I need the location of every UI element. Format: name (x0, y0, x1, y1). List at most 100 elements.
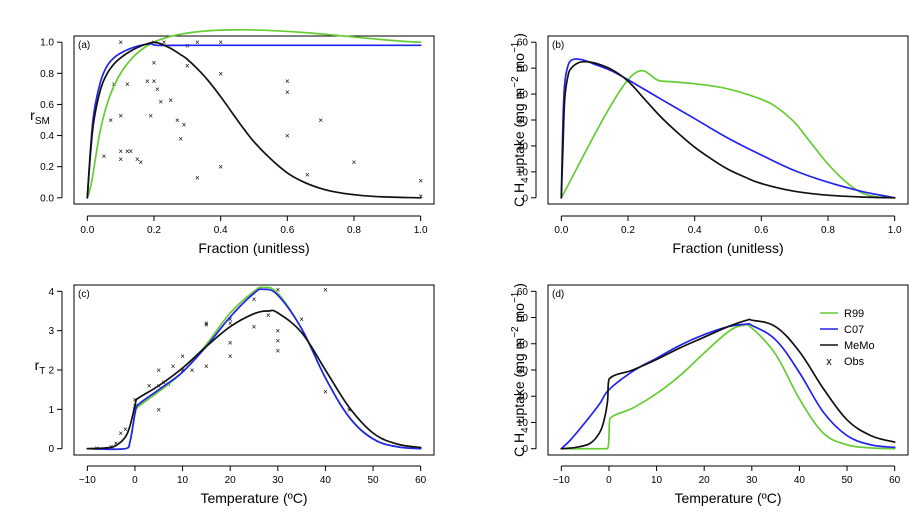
obs-point: × (285, 88, 290, 97)
y-tick-label: 50 (517, 313, 529, 324)
obs-point: × (158, 97, 163, 106)
x-axis-title: Fraction (unitless) (672, 240, 783, 256)
y-tick-label: 40 (517, 339, 529, 350)
obs-point: × (195, 174, 200, 183)
obs-point: × (118, 147, 123, 156)
y-tick-label: 0 (48, 444, 54, 455)
y-tick-label: 60 (517, 287, 529, 298)
x-tick-label: 50 (841, 475, 853, 486)
x-tick-label: 0 (606, 475, 612, 486)
obs-point: × (156, 405, 161, 414)
x-tick-label: −10 (79, 475, 96, 486)
y-tick-label: 30 (517, 116, 529, 127)
y-tick-label: 40 (517, 90, 529, 101)
x-axis-title: Temperature (ºC) (200, 490, 307, 506)
series-line-c07 (560, 58, 896, 199)
obs-point: × (135, 155, 140, 164)
x-tick-label: 0.2 (147, 225, 161, 236)
obs-point: × (168, 96, 173, 105)
obs-point: × (133, 396, 138, 405)
panel-label: (b) (552, 40, 564, 51)
obs-point: × (118, 38, 123, 47)
obs-point: × (118, 429, 123, 438)
obs-point: × (145, 77, 150, 86)
x-axis: −10 0 10 20 30 40 50 60 (553, 465, 901, 486)
panel-a: (a) 0.0 0.2 0.4 0.6 0.8 1.0 Fraction (unitless)… (30, 28, 435, 256)
y-axis: 0 1 2 3 4 (48, 287, 63, 455)
obs-point: × (323, 388, 328, 397)
series-line-c07 (86, 42, 422, 199)
obs-point: × (275, 346, 280, 355)
y-axis: 0.0 0.2 0.4 0.6 0.8 1.0 (40, 38, 63, 204)
obs-point: × (182, 121, 187, 130)
obs-point: × (418, 177, 423, 186)
obs-point: × (123, 425, 128, 434)
x-tick-label: 50 (367, 475, 379, 486)
legend-label-r99: R99 (844, 308, 864, 320)
x-axis-title: Fraction (unitless) (198, 240, 309, 256)
obs-point: × (114, 439, 119, 448)
y-axis-title: C H4 uptake (mg m−2 mo−1 ) (510, 33, 531, 207)
plot-frame (547, 284, 909, 456)
obs-point: × (118, 155, 123, 164)
panel-label: (d) (552, 289, 564, 300)
obs-point: × (204, 321, 209, 330)
y-tick-label: 0.8 (40, 69, 54, 80)
obs-point: × (305, 170, 310, 179)
y-tick-label: 30 (517, 366, 529, 377)
obs-point: × (228, 352, 233, 361)
obs-point: × (156, 366, 161, 375)
y-tick-label: 50 (517, 64, 529, 75)
x-axis: 0.0 0.2 0.4 0.6 0.8 1.0 (554, 215, 902, 236)
y-tick-label: 3 (48, 326, 54, 337)
obs-point: × (347, 405, 352, 414)
series-line-r99 (86, 286, 422, 451)
obs-point: × (418, 192, 423, 201)
y-tick-label: 10 (517, 167, 529, 178)
y-tick-label: 0.4 (40, 131, 54, 142)
x-tick-label: 0.4 (688, 225, 702, 236)
obs-point: × (285, 77, 290, 86)
y-tick-label: 4 (48, 287, 54, 298)
y-tick-label: 0.2 (40, 162, 54, 173)
obs-point: × (218, 38, 223, 47)
obs-point: × (178, 135, 183, 144)
x-tick-label: 30 (746, 475, 758, 486)
y-tick-label: 1.0 (40, 38, 54, 49)
obs-point: × (148, 111, 153, 120)
panel-c: (c) −10 0 10 20 30 40 50 60 Temperature (ºC) 0 1 2 3 4… (35, 284, 435, 506)
obs-point: × (195, 38, 200, 47)
obs-point: × (118, 111, 123, 120)
x-tick-label: 0.6 (280, 225, 294, 236)
obs-point: × (108, 116, 113, 125)
obs-point: × (125, 80, 130, 89)
plot-frame (547, 35, 909, 205)
obs-points: ××××××××××××××××××××××××××××××××××××××× (102, 38, 424, 201)
obs-point: × (266, 311, 271, 320)
x-tick-label: 60 (889, 475, 901, 486)
x-tick-label: 0.8 (347, 225, 361, 236)
x-tick-label: 40 (794, 475, 806, 486)
y-tick-label: 20 (517, 392, 529, 403)
series-line-c07 (560, 322, 896, 450)
panel-b: (b) 0.0 0.2 0.4 0.6 0.8 1.0 Fraction (unitless)… (510, 33, 909, 256)
series-line-r99 (560, 69, 896, 199)
panel-label: (a) (78, 40, 90, 51)
plot-frame (73, 35, 435, 205)
obs-point: × (180, 352, 185, 361)
obs-point: × (162, 38, 167, 47)
y-axis-title: rSM (30, 107, 50, 127)
x-tick-label: 30 (272, 475, 284, 486)
plot-frame (73, 284, 435, 456)
obs-point: × (218, 163, 223, 172)
obs-point: × (228, 315, 233, 324)
y-tick-label: 2 (48, 366, 54, 377)
series-line-memo (560, 60, 896, 199)
y-axis: 0 10 20 30 40 50 60 (517, 287, 537, 455)
obs-point: × (185, 62, 190, 71)
obs-point: × (180, 366, 185, 375)
obs-point: × (152, 77, 157, 86)
obs-point: × (275, 327, 280, 336)
x-tick-label: −10 (553, 475, 570, 486)
x-tick-label: 10 (177, 475, 189, 486)
